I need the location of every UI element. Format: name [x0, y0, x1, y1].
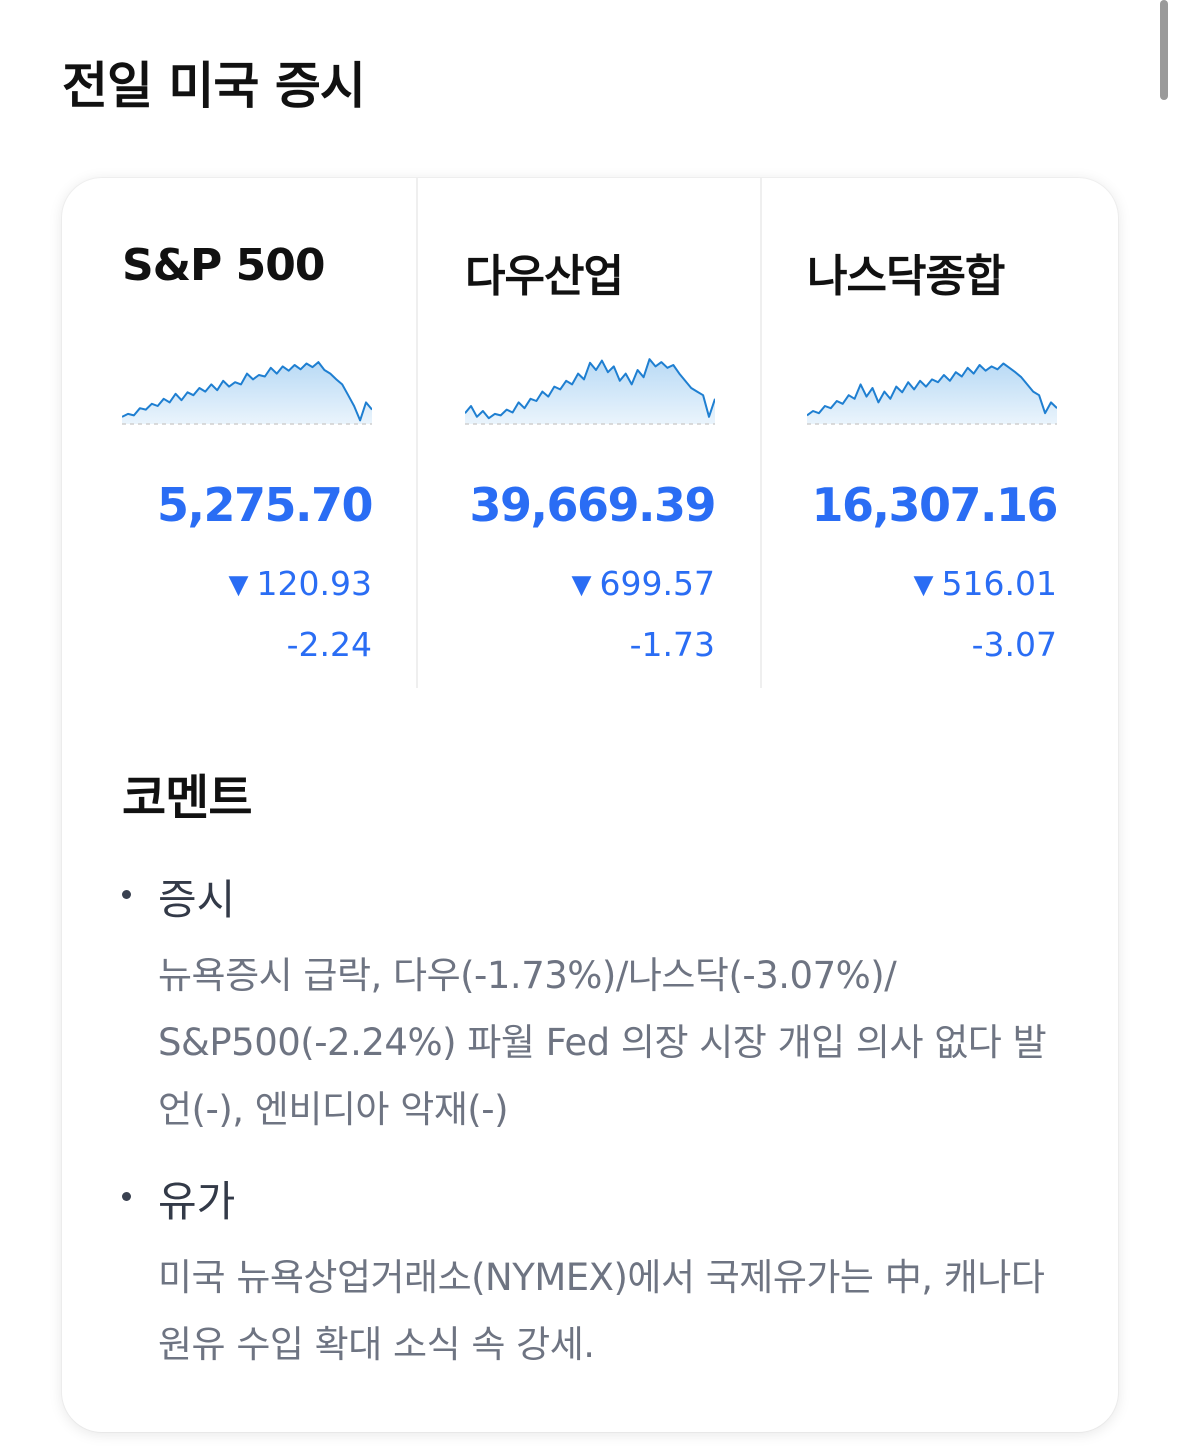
comment-body: 뉴욕증시 급락, 다우(-1.73%)/나스닥(-3.07%)/ S&P500(… — [158, 954, 1047, 1131]
down-arrow-icon: ▼ — [571, 570, 592, 600]
index-rate: -1.73 — [629, 625, 715, 664]
sparkline-line — [807, 362, 1057, 417]
market-summary-card: S&P 500 5,275.70 ▼ 120.93 -2.24 다우산업 39,6… — [62, 178, 1118, 1432]
index-change-value: 699.57 — [599, 564, 715, 603]
index-name: S&P 500 — [122, 240, 325, 291]
down-arrow-icon: ▼ — [228, 570, 249, 600]
index-sparkline — [122, 361, 372, 425]
comment-heading: 유가 — [158, 1177, 236, 1226]
index-change: ▼ 120.93 — [229, 564, 372, 603]
index-change-value: 516.01 — [941, 564, 1057, 603]
scrollbar[interactable] — [1160, 0, 1168, 100]
sparkline-line — [465, 358, 715, 420]
page-title: 전일 미국 증시 — [62, 57, 366, 115]
bullet-dot-icon — [122, 890, 131, 899]
index-card-nasdaq[interactable]: 나스닥종합 16,307.16 ▼ 516.01 -3.07 — [807, 178, 1059, 688]
index-name: 다우산업 — [465, 251, 624, 302]
index-card-dow[interactable]: 다우산업 39,669.39 ▼ 699.57 -1.73 — [465, 178, 717, 688]
index-card-sp500[interactable]: S&P 500 5,275.70 ▼ 120.93 -2.24 — [122, 178, 374, 688]
sparkline-area — [807, 363, 1057, 424]
index-change: ▼ 699.57 — [572, 564, 715, 603]
index-name: 나스닥종합 — [807, 251, 1005, 302]
sparkline-area — [465, 359, 715, 424]
sparkline-area — [122, 362, 372, 424]
index-rate: -2.24 — [286, 625, 372, 664]
comment-heading: 증시 — [158, 875, 236, 924]
index-change: ▼ 516.01 — [914, 564, 1057, 603]
index-value: 16,307.16 — [811, 478, 1059, 532]
index-value: 5,275.70 — [157, 478, 374, 532]
index-change-value: 120.93 — [256, 564, 372, 603]
index-rate: -3.07 — [971, 625, 1057, 664]
index-list: S&P 500 5,275.70 ▼ 120.93 -2.24 다우산업 39,6… — [62, 178, 1118, 688]
column-divider — [416, 178, 418, 688]
index-sparkline — [465, 358, 715, 425]
bullet-dot-icon — [122, 1192, 131, 1201]
comment-title: 코멘트 — [122, 770, 252, 826]
sparkline-line — [122, 361, 372, 422]
index-value: 39,669.39 — [469, 478, 717, 532]
comment-body: 미국 뉴욕상업거래소(NYMEX)에서 국제유가는 中, 캐나다 원유 수입 확… — [158, 1256, 1045, 1366]
down-arrow-icon: ▼ — [913, 570, 934, 600]
index-sparkline — [807, 362, 1057, 425]
column-divider — [760, 178, 762, 688]
